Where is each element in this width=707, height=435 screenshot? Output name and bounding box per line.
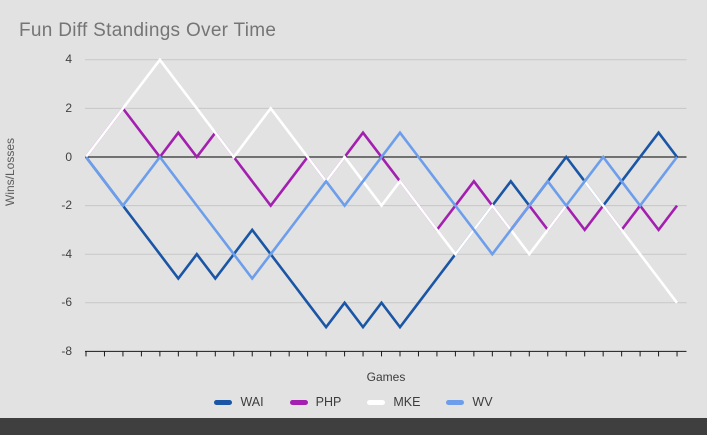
legend-item-wv[interactable]: WV (446, 395, 493, 409)
series-line-mke (84, 57, 679, 304)
window-bottom-strip (0, 418, 707, 435)
legend-item-php[interactable]: PHP (289, 395, 342, 409)
series-line-php (84, 106, 679, 233)
legend-label: MKE (393, 395, 421, 409)
y-tick-label: -8 (61, 343, 72, 358)
y-tick-label: 0 (65, 149, 72, 164)
y-tick-label: -6 (61, 295, 72, 310)
legend-swatch-wv (446, 399, 465, 405)
x-axis-title: Games (366, 370, 406, 384)
y-tick-label: -2 (61, 198, 72, 213)
series-line-wv (84, 130, 679, 281)
legend-label: PHP (315, 395, 342, 409)
chart-legend: WAI PHP MKE WV (0, 395, 707, 409)
legend-item-mke[interactable]: MKE (367, 395, 420, 409)
legend-swatch-mke (367, 399, 386, 405)
legend-label: WV (472, 395, 493, 409)
legend-item-wai[interactable]: WAI (214, 395, 264, 409)
y-tick-label: 2 (65, 100, 72, 115)
legend-label: WAI (240, 395, 264, 409)
legend-swatch-php (289, 399, 308, 405)
series-line-wai (84, 130, 679, 330)
chart-title: Fun Diff Standings Over Time (19, 20, 277, 41)
y-tick-label: 4 (65, 52, 72, 67)
legend-swatch-wai (214, 399, 233, 405)
y-tick-label: -4 (61, 246, 72, 261)
